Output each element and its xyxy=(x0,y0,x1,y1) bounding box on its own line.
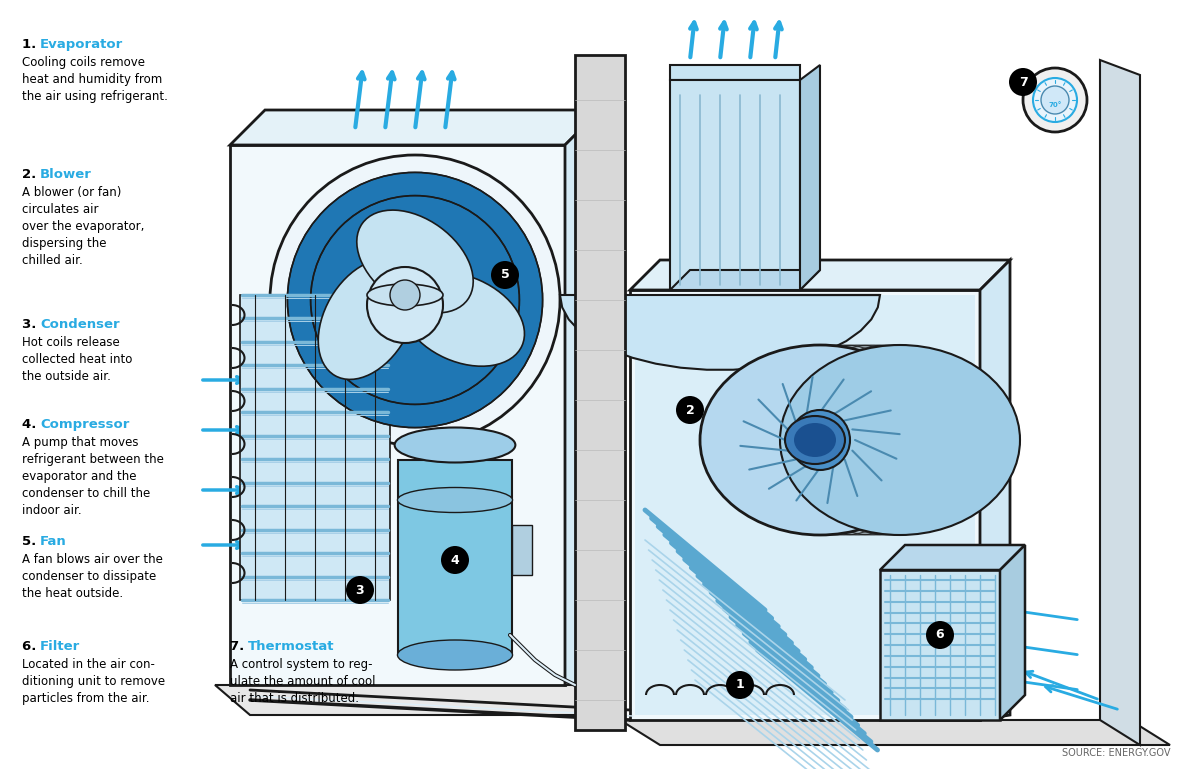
Text: Evaporator: Evaporator xyxy=(40,38,124,51)
Text: 2: 2 xyxy=(685,404,695,417)
Text: Filter: Filter xyxy=(40,640,80,653)
Polygon shape xyxy=(398,460,512,655)
Polygon shape xyxy=(980,260,1010,720)
Ellipse shape xyxy=(318,259,416,379)
Text: 4: 4 xyxy=(451,554,460,567)
Text: 4.: 4. xyxy=(22,418,41,431)
Polygon shape xyxy=(670,65,800,80)
Text: Located in the air con-
ditioning unit to remove
particles from the air.: Located in the air con- ditioning unit t… xyxy=(22,658,166,705)
Circle shape xyxy=(442,546,469,574)
Polygon shape xyxy=(575,55,625,730)
Text: Condenser: Condenser xyxy=(40,318,120,331)
Ellipse shape xyxy=(356,210,473,313)
Polygon shape xyxy=(880,545,1025,570)
Circle shape xyxy=(491,261,520,289)
Polygon shape xyxy=(1000,545,1025,720)
Ellipse shape xyxy=(794,423,836,457)
Circle shape xyxy=(270,155,560,445)
Text: Fan: Fan xyxy=(40,535,67,548)
Polygon shape xyxy=(635,295,974,715)
Text: 6.: 6. xyxy=(22,640,41,653)
Polygon shape xyxy=(800,65,820,290)
Circle shape xyxy=(311,195,520,404)
Text: 5.: 5. xyxy=(22,535,41,548)
Text: 1: 1 xyxy=(736,678,744,691)
Circle shape xyxy=(676,396,704,424)
Text: 2.: 2. xyxy=(22,168,41,181)
Polygon shape xyxy=(565,110,600,685)
Text: Hot coils release
collected heat into
the outside air.: Hot coils release collected heat into th… xyxy=(22,336,132,383)
Polygon shape xyxy=(230,110,600,145)
Polygon shape xyxy=(240,295,390,600)
Ellipse shape xyxy=(367,284,443,306)
Text: 1.: 1. xyxy=(22,38,41,51)
Polygon shape xyxy=(670,80,800,290)
Text: A pump that moves
refrigerant between the
evaporator and the
condenser to chill : A pump that moves refrigerant between th… xyxy=(22,436,164,517)
Text: A blower (or fan)
circulates air
over the evaporator,
dispersing the
chilled air: A blower (or fan) circulates air over th… xyxy=(22,186,144,267)
Circle shape xyxy=(926,621,954,649)
Circle shape xyxy=(1022,68,1087,132)
Polygon shape xyxy=(230,145,565,685)
Text: Thermostat: Thermostat xyxy=(248,640,335,653)
Circle shape xyxy=(390,280,420,310)
Circle shape xyxy=(1009,68,1037,96)
Circle shape xyxy=(726,671,754,699)
Text: A fan blows air over the
condenser to dissipate
the heat outside.: A fan blows air over the condenser to di… xyxy=(22,553,163,600)
Polygon shape xyxy=(670,270,820,290)
Polygon shape xyxy=(215,685,616,715)
Polygon shape xyxy=(1100,60,1140,745)
Circle shape xyxy=(1042,86,1069,114)
Ellipse shape xyxy=(700,345,940,535)
Text: Compressor: Compressor xyxy=(40,418,130,431)
Ellipse shape xyxy=(397,488,512,512)
Polygon shape xyxy=(620,720,1170,745)
Text: A control system to reg-
ulate the amount of cool
air that is distributed.: A control system to reg- ulate the amoun… xyxy=(230,658,376,705)
Text: 7: 7 xyxy=(1019,75,1027,88)
Text: Blower: Blower xyxy=(40,168,92,181)
Text: 6: 6 xyxy=(936,628,944,641)
Text: 7.: 7. xyxy=(230,640,248,653)
Ellipse shape xyxy=(780,345,1020,535)
Circle shape xyxy=(288,172,542,428)
Text: SOURCE: ENERGY.GOV: SOURCE: ENERGY.GOV xyxy=(1062,748,1170,758)
Circle shape xyxy=(346,576,374,604)
Circle shape xyxy=(1033,78,1078,122)
Polygon shape xyxy=(630,260,1010,290)
Text: Cooling coils remove
heat and humidity from
the air using refrigerant.: Cooling coils remove heat and humidity f… xyxy=(22,56,168,103)
Circle shape xyxy=(790,410,850,470)
Polygon shape xyxy=(630,290,980,720)
Ellipse shape xyxy=(785,416,845,464)
Circle shape xyxy=(804,424,836,456)
Polygon shape xyxy=(880,570,1000,720)
Circle shape xyxy=(367,267,443,343)
Ellipse shape xyxy=(397,640,512,670)
Ellipse shape xyxy=(401,272,524,366)
Text: 70°: 70° xyxy=(1049,102,1062,108)
Text: 5: 5 xyxy=(500,268,509,281)
Ellipse shape xyxy=(395,428,515,462)
Polygon shape xyxy=(512,525,532,575)
Polygon shape xyxy=(560,295,880,370)
Text: 3.: 3. xyxy=(22,318,41,331)
Text: 3: 3 xyxy=(355,584,365,597)
